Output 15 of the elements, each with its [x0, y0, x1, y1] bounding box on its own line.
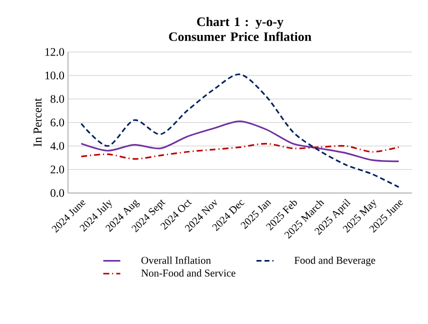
y-tick-label: 12.0 [45, 48, 64, 56]
line-series [80, 142, 400, 160]
y-tick-label: 8.0 [50, 95, 64, 103]
y-tick-label: 2.0 [50, 166, 64, 174]
y-tick-label: 4.0 [50, 142, 64, 150]
y-tick-label: 0.0 [50, 189, 64, 197]
y-tick-label: 6.0 [50, 118, 64, 126]
y-axis-title: In Percent [34, 98, 42, 146]
line-series [80, 120, 400, 162]
legend-label: Overall Inflation [141, 256, 211, 264]
line-series [80, 74, 400, 188]
chart-title: Chart 1 : y-o-y Consumer Price Inflation [169, 17, 312, 42]
y-tick-label: 10.0 [45, 72, 64, 80]
legend-label: Food and Beverage [294, 256, 376, 266]
legend-label: Non-Food and Service [141, 269, 236, 277]
